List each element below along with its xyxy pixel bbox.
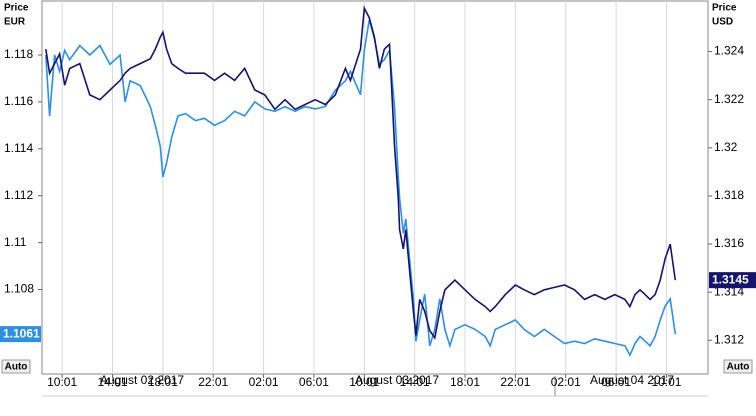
plot-area [41, 0, 709, 375]
x-tick-label: 22:01 [500, 375, 530, 389]
y2-tick-label: 1.312 [714, 332, 744, 346]
x-tick-label: 02:01 [551, 375, 581, 389]
auto-label[interactable]: Auto [5, 362, 28, 373]
x-tick-label: 18:01 [148, 375, 178, 389]
last-value-tag [709, 272, 756, 289]
x-tick-label: 14:01 [400, 375, 430, 389]
x-tick-label: 10:01 [349, 375, 379, 389]
auto-button[interactable]: Auto [723, 359, 753, 374]
y2-tick-label: 1.318 [714, 188, 744, 202]
y2-unit: USD [712, 17, 733, 28]
x-tick-label: 02:01 [249, 375, 279, 389]
x-tick-label: 18:01 [450, 375, 480, 389]
y2-tick-label: 1.316 [714, 236, 744, 250]
x-tick-label: 10:01 [47, 375, 77, 389]
auto-button[interactable]: Auto [1, 359, 31, 374]
auto-label[interactable]: Auto [727, 362, 750, 373]
series-line [45, 19, 677, 358]
y-tick-label: 1.11 [4, 235, 27, 249]
last-value-label: 1.1061 [3, 326, 40, 340]
last-value-tag [0, 326, 41, 343]
y-tick-label: 1.118 [4, 47, 33, 61]
y-unit: EUR [4, 17, 26, 28]
x-tick-label: 10:01 [651, 375, 681, 389]
x-tick-label: 06:01 [601, 375, 631, 389]
y2-label: Price [712, 3, 737, 14]
last-value-label: 1.3145 [712, 272, 749, 286]
date-label: August 03 2017 [355, 373, 439, 387]
y-tick-label: 1.108 [4, 282, 34, 296]
y-tick-label: 1.114 [4, 141, 33, 155]
y-tick-label: 1.112 [4, 188, 33, 202]
x-tick-label: 06:01 [299, 375, 329, 389]
y2-tick-label: 1.32 [714, 140, 738, 154]
x-tick-label: 14:01 [97, 375, 127, 389]
x-tick-label: 22:01 [198, 375, 228, 389]
y2-tick-label: 1.322 [714, 92, 744, 106]
y2-tick-label: 1.324 [714, 44, 744, 58]
y-label: Price [4, 3, 29, 14]
series-line [45, 5, 677, 340]
y-tick-label: 1.116 [4, 94, 33, 108]
date-label: August 04 2017 [590, 373, 674, 387]
